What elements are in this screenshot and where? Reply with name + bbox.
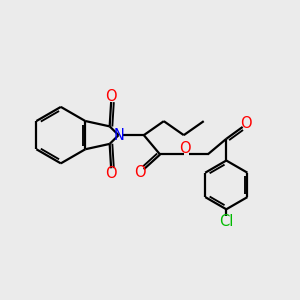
Text: O: O <box>105 89 117 104</box>
Text: O: O <box>105 166 117 181</box>
Text: O: O <box>134 165 146 180</box>
Text: O: O <box>178 141 190 156</box>
Text: Cl: Cl <box>219 214 233 229</box>
Text: N: N <box>113 128 124 142</box>
Text: O: O <box>240 116 251 131</box>
